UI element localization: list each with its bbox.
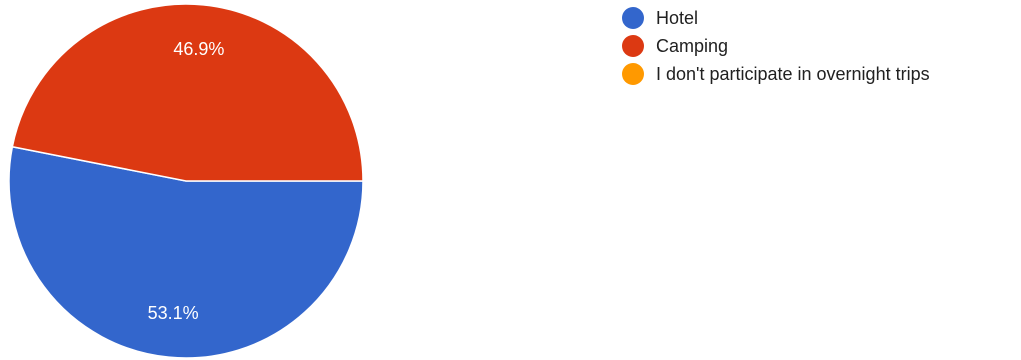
legend-swatch-no-overnight xyxy=(622,63,644,85)
pie-chart: 53.1% 46.9% xyxy=(8,3,364,359)
legend-item-no-overnight[interactable]: I don't participate in overnight trips xyxy=(622,60,930,88)
pie-slice-hotel[interactable] xyxy=(8,145,364,359)
legend-label-hotel: Hotel xyxy=(656,7,699,28)
slice-label-hotel: 53.1% xyxy=(148,303,199,323)
legend-swatch-camping xyxy=(622,35,644,57)
legend-swatch-hotel xyxy=(622,7,644,29)
legend-item-camping[interactable]: Camping xyxy=(622,32,930,60)
legend: Hotel Camping I don't participate in ove… xyxy=(622,4,930,88)
legend-label-no-overnight: I don't participate in overnight trips xyxy=(656,63,930,84)
legend-label-camping: Camping xyxy=(656,35,729,56)
slice-label-camping: 46.9% xyxy=(173,39,224,59)
pie-slice-camping[interactable] xyxy=(11,3,364,182)
legend-item-hotel[interactable]: Hotel xyxy=(622,4,930,32)
